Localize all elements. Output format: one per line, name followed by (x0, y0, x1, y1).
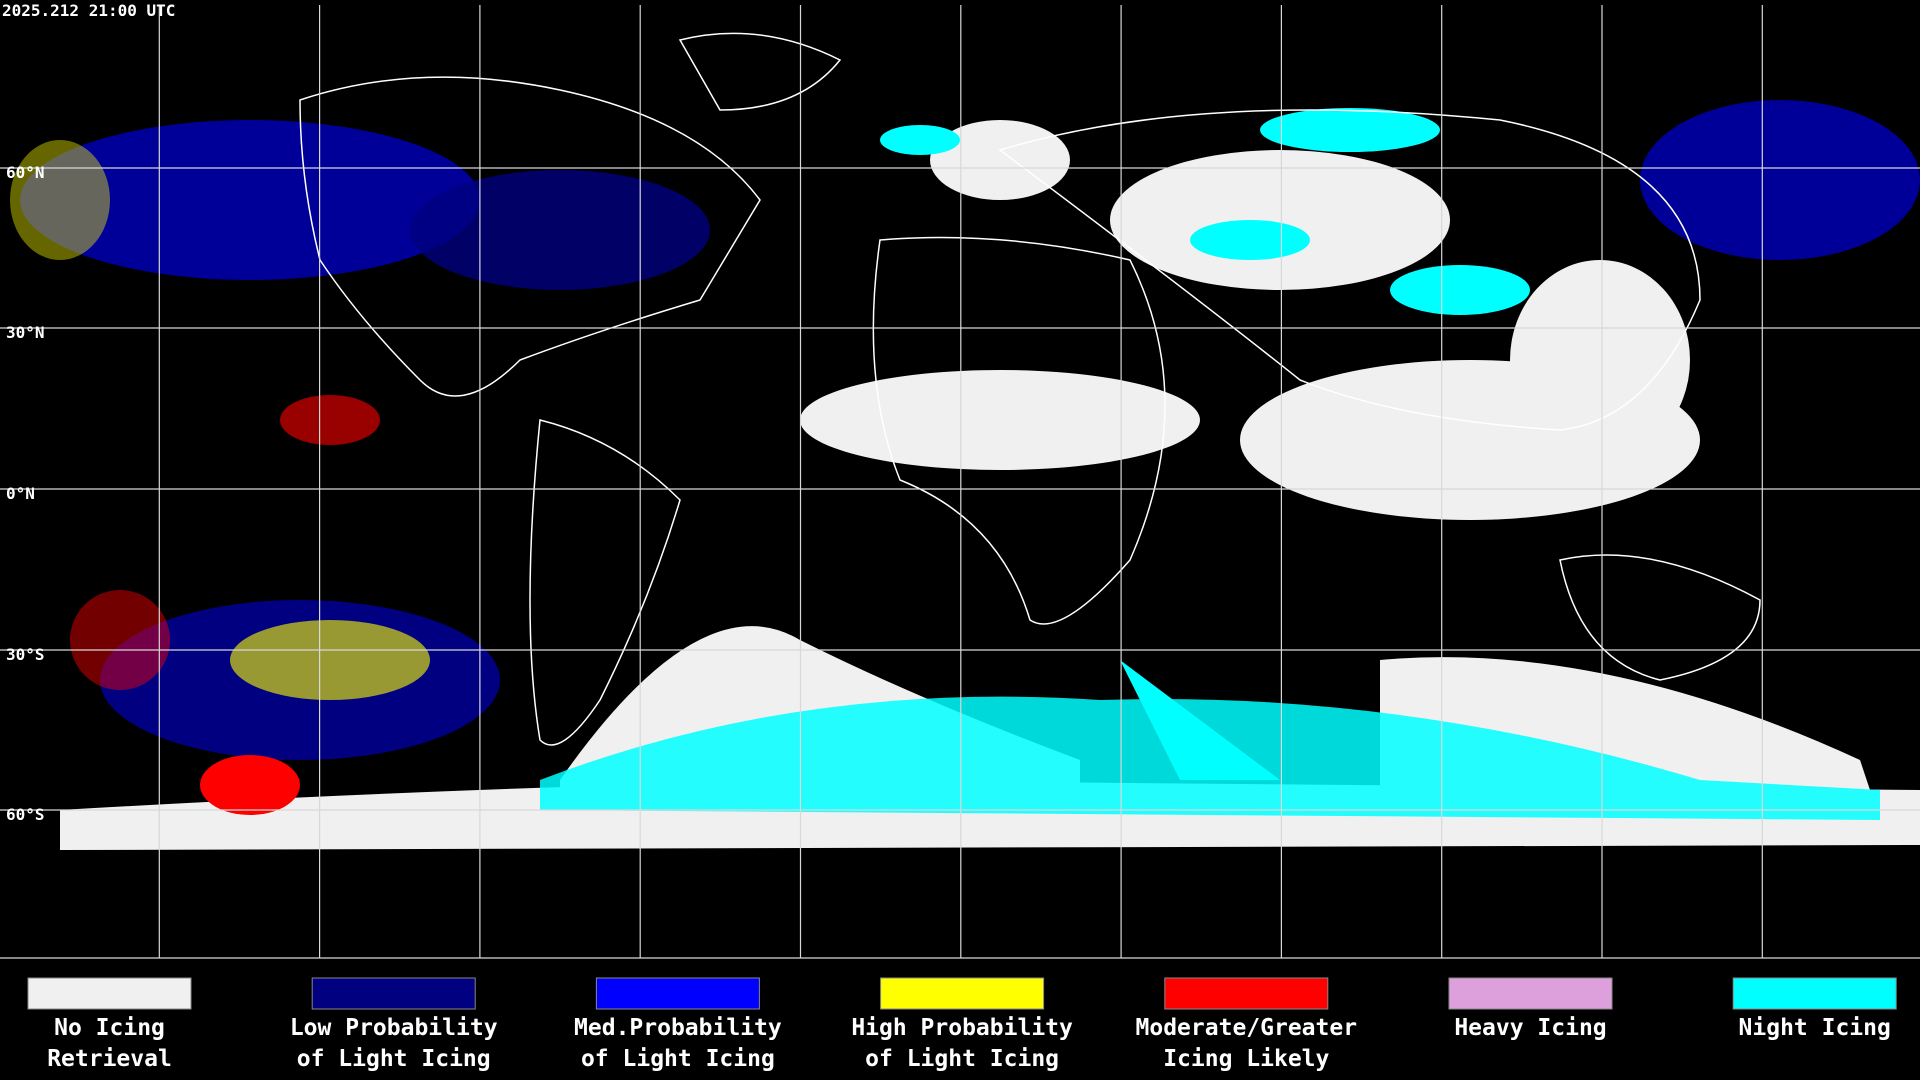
icing-area (1640, 100, 1920, 260)
latitude-labels: 60°N 30°N 0°N 30°S 60°S (6, 163, 45, 824)
legend-swatch (27, 977, 192, 1010)
icing-area (230, 620, 430, 700)
latitude-label: 0°N (6, 484, 35, 503)
icing-area (280, 395, 380, 445)
latitude-label: 60°N (6, 163, 45, 182)
legend-label: No Icing (54, 1015, 165, 1041)
graticule (0, 5, 1920, 959)
legend-label: Heavy Icing (1454, 1015, 1606, 1041)
legend-label: of Light Icing (581, 1046, 775, 1072)
legend: No Icing Retrieval Low Probability of Light… (27, 977, 1897, 1072)
legend-swatch (1164, 977, 1329, 1010)
legend-label: Icing Likely (1163, 1046, 1329, 1072)
legend-label: Night Icing (1739, 1015, 1891, 1041)
legend-label: of Light Icing (865, 1046, 1059, 1072)
cloud (1110, 150, 1450, 290)
legend-swatch (880, 977, 1045, 1010)
cloud (800, 370, 1200, 470)
night-icing (880, 125, 960, 155)
latitude-label: 30°N (6, 323, 45, 342)
latitude-label: 60°S (6, 805, 45, 824)
legend-label: Moderate/Greater (1136, 1015, 1358, 1041)
icing-area (70, 590, 170, 690)
icing-area (10, 140, 110, 260)
legend-label: High Probability (851, 1015, 1073, 1041)
latitude-label: 30°S (6, 645, 45, 664)
map-imagery (10, 32, 1920, 850)
night-icing (1190, 220, 1310, 260)
timestamp: 2025.212 21:00 UTC (2, 1, 175, 20)
legend-swatch (1448, 977, 1613, 1010)
legend-label: Low Probability (290, 1015, 498, 1041)
legend-swatch (1732, 977, 1897, 1010)
night-icing (1390, 265, 1530, 315)
legend-label: Retrieval (47, 1046, 172, 1072)
coastlines (299, 32, 1761, 746)
legend-label: Med.Probability (574, 1015, 782, 1041)
night-icing (1120, 660, 1280, 780)
night-icing (1260, 108, 1440, 152)
legend-label: of Light Icing (297, 1046, 491, 1072)
legend-swatch (595, 977, 760, 1010)
icing-area (20, 120, 480, 280)
icing-area (200, 755, 300, 815)
cloud (1510, 260, 1690, 460)
legend-swatch (311, 977, 476, 1010)
icing-area (410, 170, 710, 290)
